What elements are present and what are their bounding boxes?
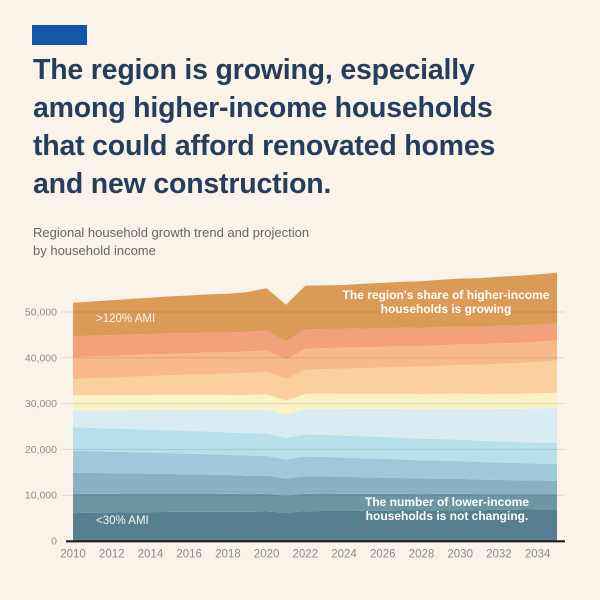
area-band-4 (73, 427, 557, 464)
chart-annotation-lower-income: The number of lower-income households is … (365, 495, 529, 523)
x-axis-label: 2012 (99, 549, 125, 561)
y-axis-label: 40,000 (25, 352, 57, 364)
x-axis-label: 2026 (370, 549, 396, 561)
area-band-3 (73, 450, 557, 481)
area-band-8 (73, 340, 557, 380)
area-band-1 (73, 493, 557, 514)
y-axis-label: 10,000 (25, 490, 57, 502)
x-axis-label: 2018 (215, 549, 241, 561)
x-axis-label: 2020 (254, 549, 280, 561)
brand-badge (32, 25, 87, 45)
band-label-over-120-ami: >120% AMI (96, 313, 155, 325)
x-axis-label: 2030 (447, 549, 473, 561)
x-axis-label: 2016 (176, 549, 202, 561)
band-label-under-30-ami: <30% AMI (96, 515, 149, 527)
y-axis-label: 30,000 (25, 398, 57, 410)
x-axis-label: 2028 (409, 549, 435, 561)
x-axis-label: 2014 (138, 549, 164, 561)
area-band-7 (73, 360, 557, 401)
chart-annotation-higher-income: The region's share of higher-income house… (343, 288, 550, 316)
x-axis-label: 2010 (60, 549, 86, 561)
y-axis-label: 50,000 (25, 307, 57, 319)
page-title: The region is growing, especially among … (33, 54, 496, 200)
x-axis-label: 2022 (293, 549, 319, 561)
area-band-5 (73, 407, 557, 443)
x-axis-label: 2024 (331, 549, 357, 561)
area-band-0 (73, 509, 557, 541)
x-axis-label: 2034 (525, 549, 551, 561)
area-band-6 (73, 392, 557, 415)
area-band-2 (73, 472, 557, 496)
y-axis-label: 20,000 (25, 444, 57, 456)
area-band-10 (73, 272, 557, 342)
y-axis-label: 0 (51, 536, 57, 548)
chart-subtitle: Regional household growth trend and proj… (33, 225, 310, 259)
x-axis-label: 2032 (486, 549, 512, 561)
area-band-9 (73, 323, 557, 360)
